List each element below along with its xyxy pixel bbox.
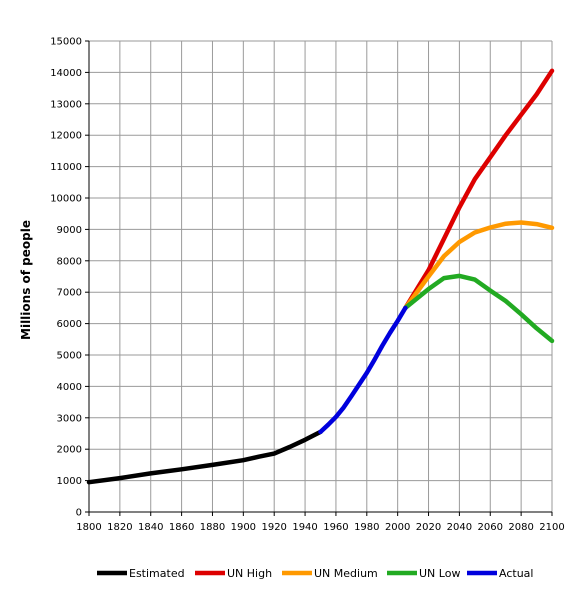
legend-label-un-medium: UN Medium [314,567,378,580]
series-layer [86,68,555,485]
x-tick-label: 2040 [447,522,472,533]
y-tick-label: 14000 [50,68,82,79]
x-tick-label: 2020 [416,522,441,533]
y-tick-label: 4000 [57,382,82,393]
legend-label-un-low: UN Low [419,567,460,580]
legend-label-estimated: Estimated [129,567,185,580]
grid [88,40,553,513]
x-tick-label: 2060 [478,522,503,533]
legend-label-actual: Actual [499,567,533,580]
x-tick-label: 1940 [292,522,317,533]
y-tick-label: 10000 [50,194,82,205]
y-tick-label: 15000 [50,37,82,48]
y-tick-label: 12000 [50,131,82,142]
x-tick-label: 1920 [261,522,286,533]
x-tick-label: 1820 [107,522,132,533]
y-tick-label: 13000 [50,99,82,110]
y-tick-label: 5000 [57,351,82,362]
axes [85,40,553,516]
x-tick-label: 2080 [508,522,533,533]
x-tick-label: 2000 [385,522,410,533]
y-tick-label: 3000 [57,413,82,424]
series-line-estimated [86,429,323,485]
y-tick-label: 1000 [57,476,82,487]
x-tick-label: 1980 [354,522,379,533]
x-tick-label: 2100 [539,522,564,533]
y-tick-label: 9000 [57,225,82,236]
x-tick-label: 1960 [323,522,348,533]
x-tick-label: 1880 [200,522,225,533]
y-tick-label: 8000 [57,256,82,267]
series-line-un-high [403,68,555,311]
series-line-un-medium [403,220,555,311]
tick-labels: 1800 1820 1840 1860 1880 1900 1920 1940 1960 1980… [50,37,565,534]
x-tick-label: 1860 [169,522,194,533]
y-axis-label: Millions of people [19,220,33,340]
y-tick-label: 0 [76,508,82,519]
legend: Estimated UN High UN Medium UN Low Actual [97,567,533,580]
y-tick-label: 11000 [50,162,82,173]
y-tick-label: 6000 [57,319,82,330]
series-line-un-low [403,273,555,344]
x-tick-label: 1900 [231,522,256,533]
y-tick-label: 7000 [57,288,82,299]
y-tick-label: 2000 [57,445,82,456]
series-line-actual [318,305,408,435]
legend-label-un-high: UN High [227,567,272,580]
x-tick-label: 1800 [76,522,101,533]
x-tick-label: 1840 [138,522,163,533]
